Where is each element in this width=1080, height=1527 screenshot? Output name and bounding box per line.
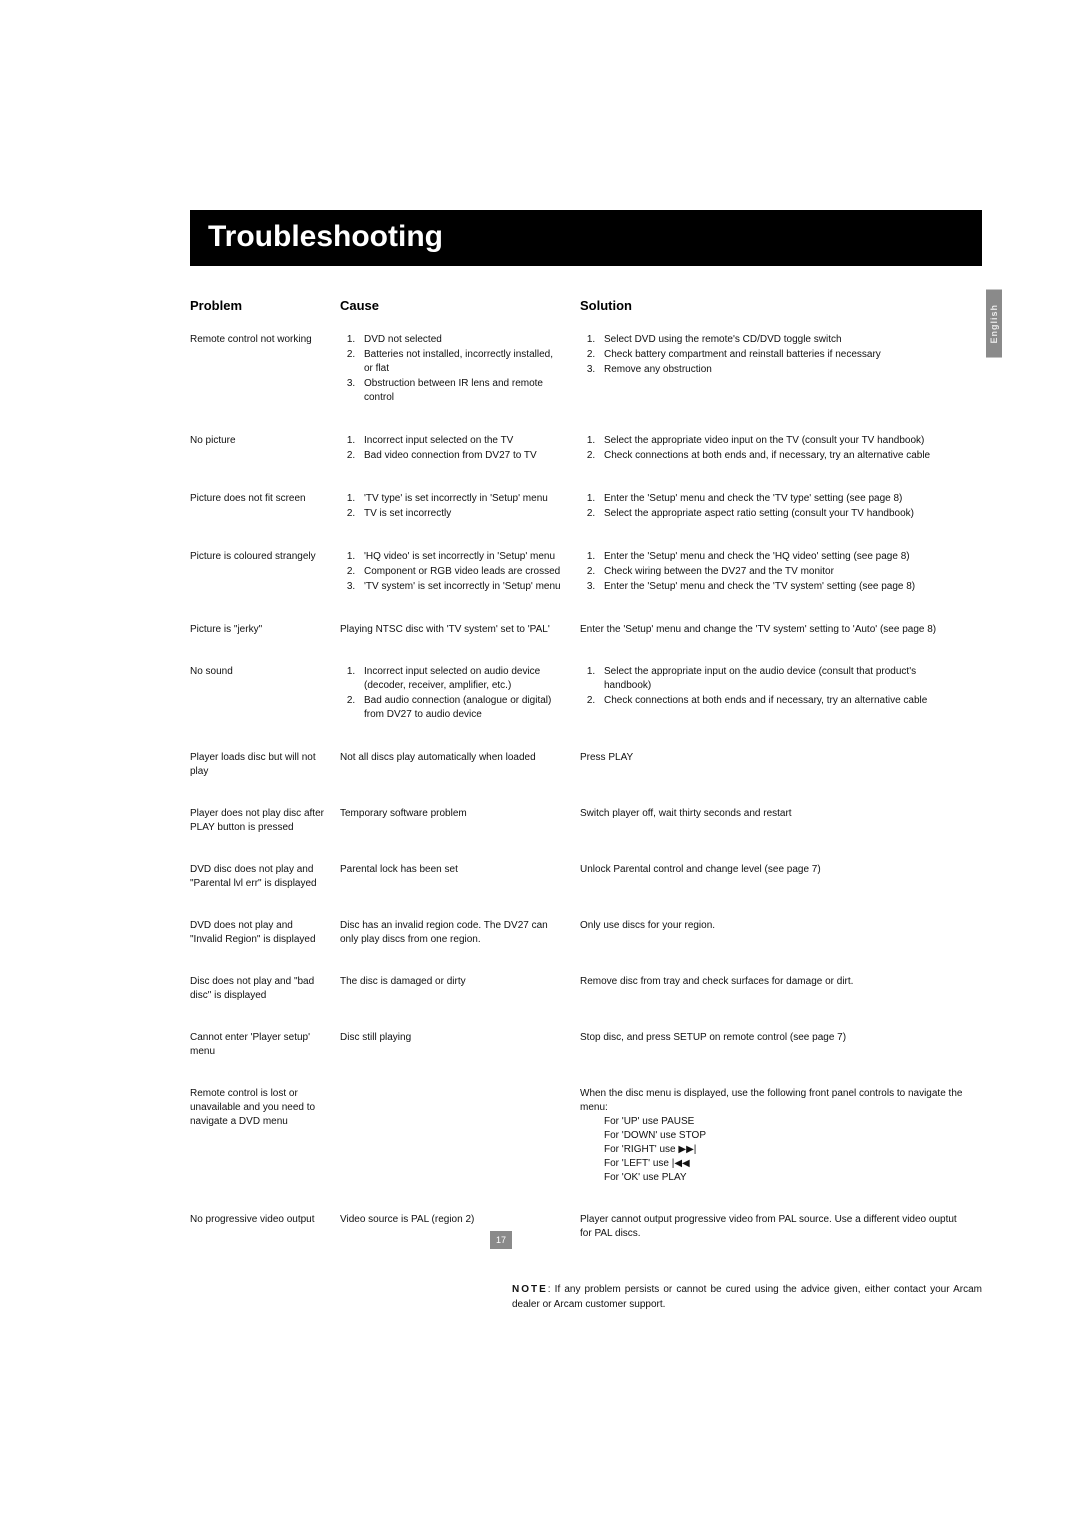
cell-solution: Select the appropriate input on the audi… (580, 655, 982, 741)
table-row: Picture is coloured strangely'HQ video' … (190, 540, 982, 613)
page-container: Troubleshooting English Problem Cause So… (0, 0, 1080, 1372)
table-row: Cannot enter 'Player setup' menuDisc sti… (190, 1021, 982, 1077)
cell-solution: Player cannot output progressive video f… (580, 1203, 982, 1259)
table-row: No soundIncorrect input selected on audi… (190, 655, 982, 741)
cell-problem: Remote control not working (190, 323, 340, 424)
cell-problem: Player loads disc but will not play (190, 741, 340, 797)
cell-cause (340, 1077, 580, 1203)
cell-cause: Disc still playing (340, 1021, 580, 1077)
table-row: DVD disc does not play and "Parental lvl… (190, 853, 982, 909)
cell-problem: Player does not play disc after PLAY but… (190, 797, 340, 853)
table-row: Remote control not workingDVD not select… (190, 323, 982, 424)
col-solution: Solution (580, 294, 982, 323)
cell-solution: Stop disc, and press SETUP on remote con… (580, 1021, 982, 1077)
cell-problem: Picture is "jerky" (190, 613, 340, 655)
table-row: No progressive video outputVideo source … (190, 1203, 982, 1259)
troubleshooting-table: Problem Cause Solution Remote control no… (190, 294, 982, 1259)
cell-cause: Video source is PAL (region 2) (340, 1203, 580, 1259)
cell-problem: Disc does not play and "bad disc" is dis… (190, 965, 340, 1021)
cell-cause: Parental lock has been set (340, 853, 580, 909)
cell-problem: DVD disc does not play and "Parental lvl… (190, 853, 340, 909)
cell-cause: 'TV type' is set incorrectly in 'Setup' … (340, 482, 580, 540)
table-row: Remote control is lost or unavailable an… (190, 1077, 982, 1203)
cell-solution: Unlock Parental control and change level… (580, 853, 982, 909)
table-row: No pictureIncorrect input selected on th… (190, 424, 982, 482)
note-text: : If any problem persists or cannot be c… (512, 1284, 982, 1310)
cell-solution: Press PLAY (580, 741, 982, 797)
cell-solution: Enter the 'Setup' menu and check the 'TV… (580, 482, 982, 540)
cell-problem: Remote control is lost or unavailable an… (190, 1077, 340, 1203)
language-tab: English (986, 290, 1002, 358)
cell-problem: DVD does not play and "Invalid Region" i… (190, 909, 340, 965)
table-row: Picture is "jerky"Playing NTSC disc with… (190, 613, 982, 655)
table-row: Player loads disc but will not playNot a… (190, 741, 982, 797)
cell-cause: Disc has an invalid region code. The DV2… (340, 909, 580, 965)
cell-solution: Remove disc from tray and check surfaces… (580, 965, 982, 1021)
cell-solution: Select the appropriate video input on th… (580, 424, 982, 482)
table-row: Picture does not fit screen'TV type' is … (190, 482, 982, 540)
cell-problem: Cannot enter 'Player setup' menu (190, 1021, 340, 1077)
page-number: 17 (490, 1231, 512, 1249)
cell-problem: No progressive video output (190, 1203, 340, 1259)
cell-solution: Switch player off, wait thirty seconds a… (580, 797, 982, 853)
cell-cause: Not all discs play automatically when lo… (340, 741, 580, 797)
cell-cause: Playing NTSC disc with 'TV system' set t… (340, 613, 580, 655)
cell-cause: Incorrect input selected on audio device… (340, 655, 580, 741)
cell-problem: No sound (190, 655, 340, 741)
cell-solution: Enter the 'Setup' menu and change the 'T… (580, 613, 982, 655)
cell-solution: Only use discs for your region. (580, 909, 982, 965)
cell-problem: Picture does not fit screen (190, 482, 340, 540)
page-title: Troubleshooting (208, 220, 964, 254)
table-row: DVD does not play and "Invalid Region" i… (190, 909, 982, 965)
table-row: Player does not play disc after PLAY but… (190, 797, 982, 853)
cell-solution: Select DVD using the remote's CD/DVD tog… (580, 323, 982, 424)
col-problem: Problem (190, 294, 340, 323)
cell-cause: DVD not selectedBatteries not installed,… (340, 323, 580, 424)
col-cause: Cause (340, 294, 580, 323)
note-label: NOTE (512, 1284, 548, 1295)
cell-cause: The disc is damaged or dirty (340, 965, 580, 1021)
table-header-row: Problem Cause Solution (190, 294, 982, 323)
cell-cause: Incorrect input selected on the TVBad vi… (340, 424, 580, 482)
cell-solution: Enter the 'Setup' menu and check the 'HQ… (580, 540, 982, 613)
cell-cause: Temporary software problem (340, 797, 580, 853)
cell-solution: When the disc menu is displayed, use the… (580, 1077, 982, 1203)
cell-problem: Picture is coloured strangely (190, 540, 340, 613)
cell-problem: No picture (190, 424, 340, 482)
footer-note: NOTE: If any problem persists or cannot … (512, 1283, 982, 1312)
cell-cause: 'HQ video' is set incorrectly in 'Setup'… (340, 540, 580, 613)
title-bar: Troubleshooting (190, 210, 982, 266)
table-row: Disc does not play and "bad disc" is dis… (190, 965, 982, 1021)
